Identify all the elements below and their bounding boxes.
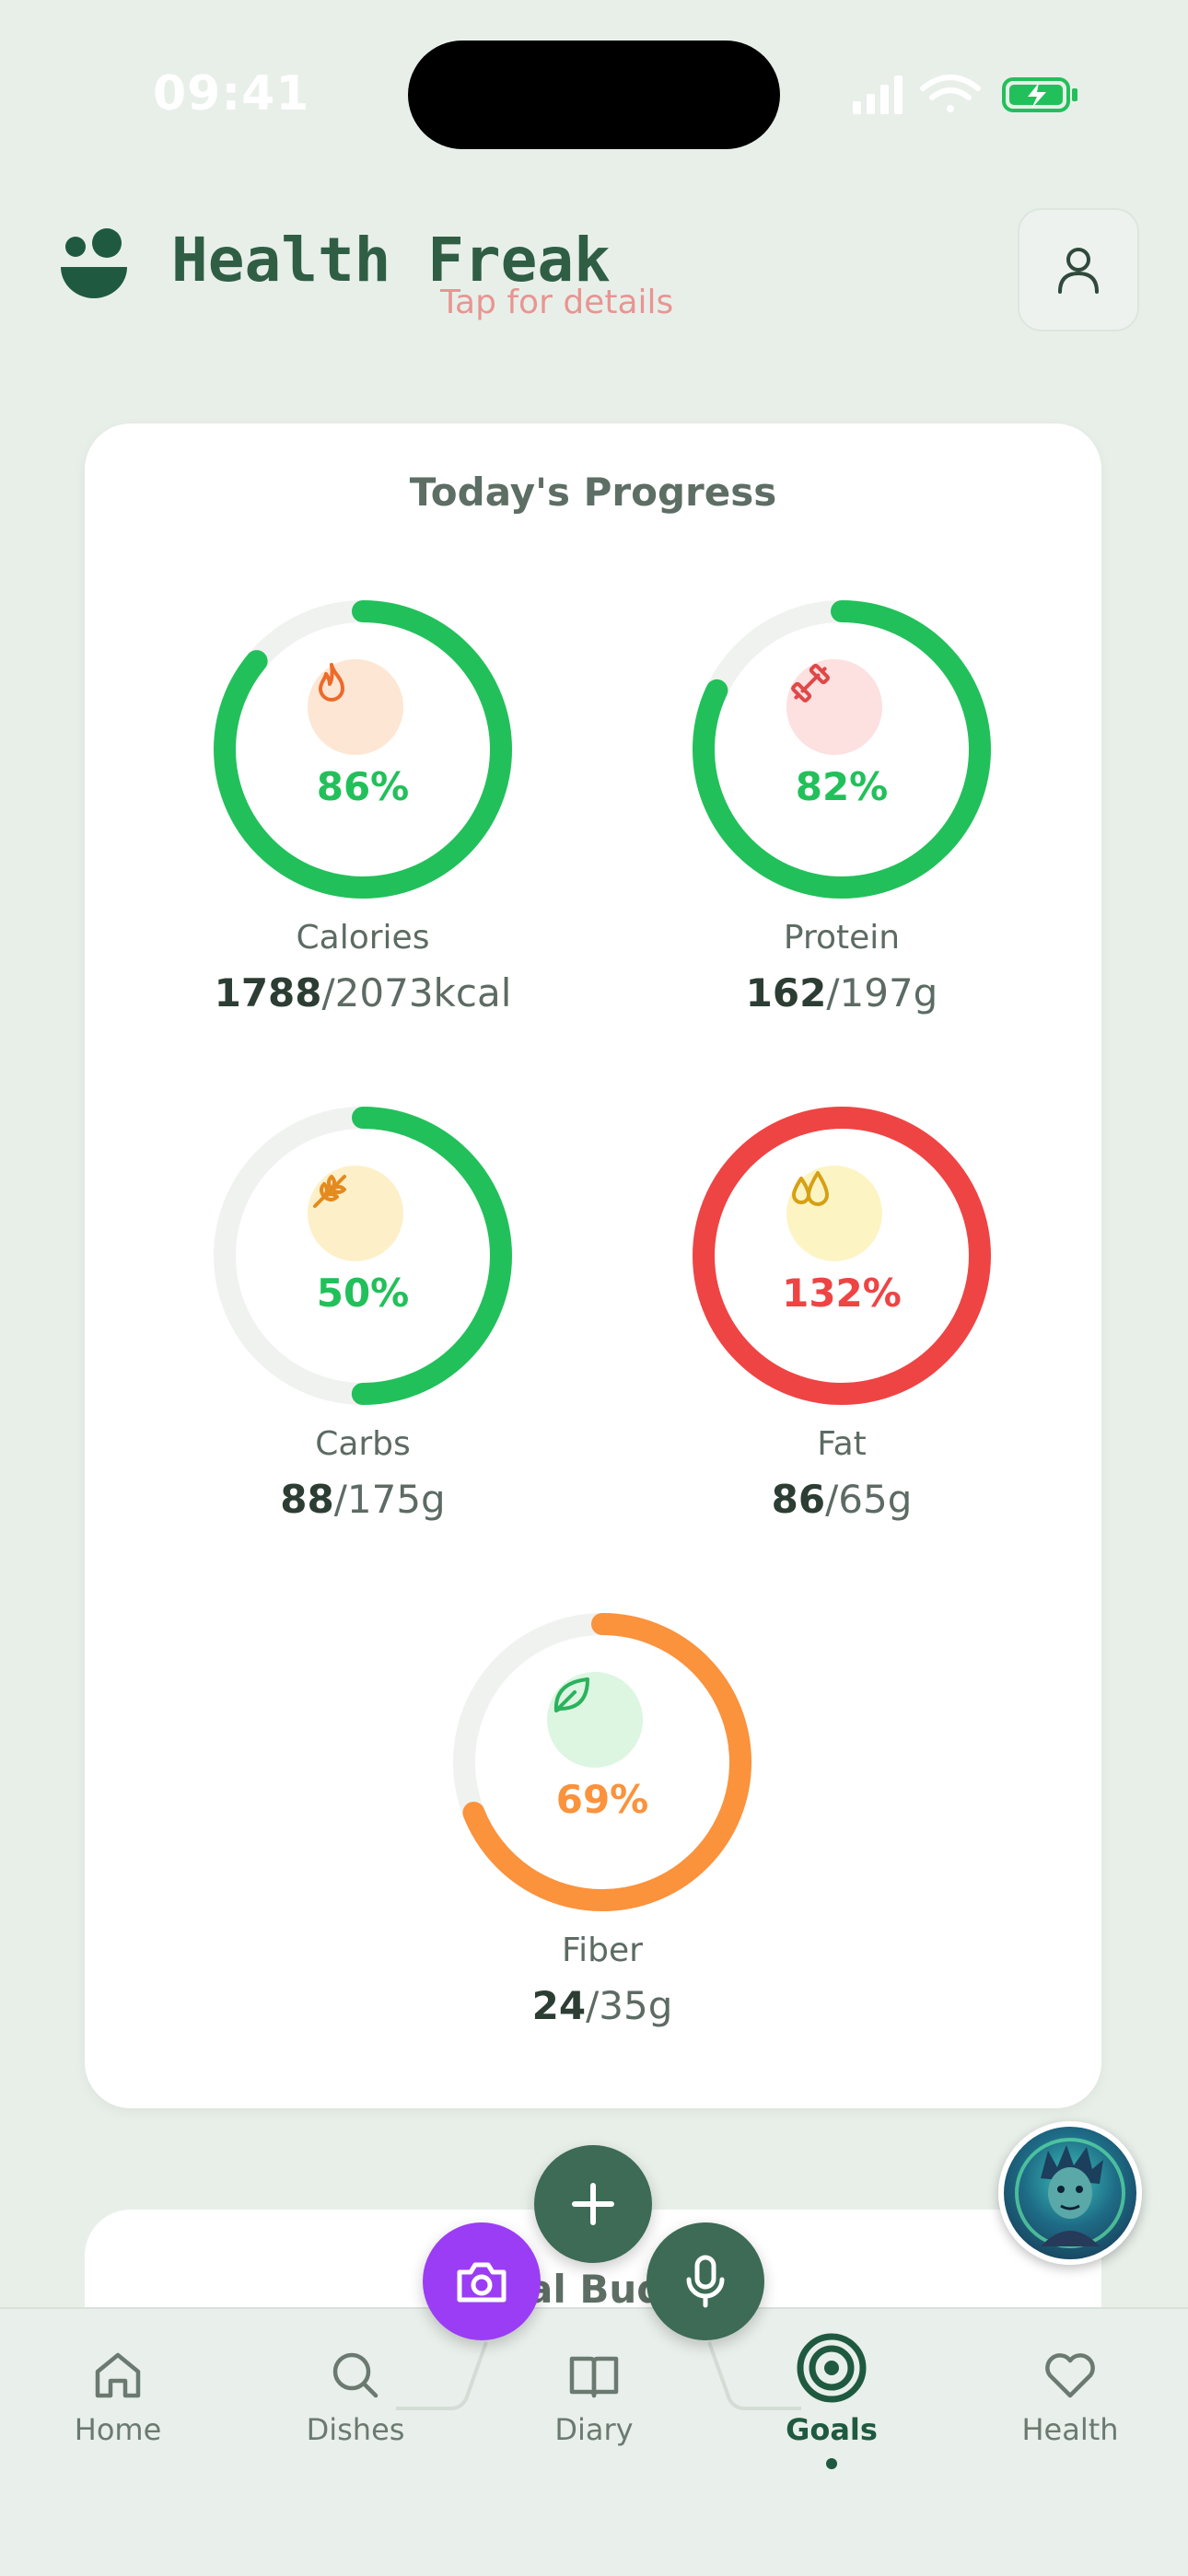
heart-icon [1045, 2353, 1095, 2398]
avatar-image [1015, 2138, 1125, 2248]
tab-goals-label: Goals [786, 2412, 878, 2447]
carbs-label: Carbs [315, 1425, 411, 1463]
book-icon [569, 2356, 619, 2398]
assistant-avatar[interactable] [998, 2121, 1142, 2265]
status-icons [853, 75, 1077, 114]
bottom-tab-bar: Home Dishes Diary Goals Health [0, 2307, 1188, 2576]
user-icon [1058, 248, 1099, 294]
wheat-icon [313, 1175, 346, 1208]
fat-value: 86/65g [611, 1477, 1072, 1522]
microphone-icon [686, 2255, 725, 2308]
tab-dishes-label: Dishes [306, 2412, 405, 2447]
protein-current: 162 [745, 970, 827, 1015]
target-icon [797, 2333, 867, 2403]
calories-current: 1788 [214, 970, 322, 1015]
protein-goal: /197g [826, 970, 938, 1015]
add-button[interactable] [534, 2145, 652, 2263]
protein-label: Protein [783, 919, 901, 957]
calories-value: 1788/2073kcal [133, 970, 593, 1015]
tab-home-label: Home [74, 2412, 162, 2447]
fiber-value: 24/35g [372, 1983, 833, 2028]
tab-goals[interactable]: Goals [740, 2331, 924, 2469]
fiber-label: Fiber [562, 1932, 643, 1969]
ghost-hint-text: Tap for details [440, 284, 674, 321]
tab-diary-label: Diary [554, 2412, 634, 2447]
calories-label: Calories [296, 919, 430, 957]
carbs-value: 88/175g [133, 1477, 593, 1522]
fat-goal: /65g [825, 1477, 913, 1522]
protein-progress-ring [693, 600, 991, 899]
fiber-current: 24 [531, 1983, 587, 2028]
leaf-icon [553, 1677, 589, 1712]
fat-icon-bg [786, 1166, 882, 1261]
voice-button[interactable] [646, 2222, 764, 2340]
protein-ring[interactable]: 82% [685, 593, 998, 906]
calories-icon-bg [308, 659, 403, 755]
protein-value: 162/197g [611, 970, 1072, 1015]
carbs-goal: /175g [333, 1477, 446, 1522]
fiber-ring[interactable]: 69% [446, 1606, 759, 1919]
tab-dishes[interactable]: Dishes [263, 2346, 448, 2447]
fat-percent: 132% [782, 1271, 902, 1316]
fiber-goal: /35g [586, 1983, 673, 2028]
tab-diary[interactable]: Diary [502, 2346, 686, 2447]
profile-button[interactable] [1018, 208, 1139, 331]
protein-icon-bg [786, 659, 882, 755]
status-time: 09:41 [153, 66, 310, 122]
camera-icon [457, 2262, 507, 2303]
home-icon [95, 2352, 141, 2398]
calories-ring[interactable]: 86% [206, 593, 519, 906]
carbs-percent: 50% [316, 1271, 410, 1316]
active-tab-indicator [826, 2458, 837, 2469]
plus-icon [572, 2183, 614, 2225]
app-logo-icon [61, 228, 127, 298]
tab-health[interactable]: Health [978, 2346, 1162, 2447]
droplets-icon [792, 1171, 829, 1206]
app-title: Health Freak [171, 225, 611, 296]
tab-health-label: Health [1021, 2412, 1119, 2447]
carbs-ring[interactable]: 50% [206, 1099, 519, 1412]
fab-connector-lines [396, 2341, 801, 2410]
calories-progress-ring [214, 600, 512, 899]
card-title: Today's Progress [409, 470, 777, 515]
dynamic-island [408, 41, 780, 149]
status-bar: 09:41 [0, 0, 1188, 184]
dumbbell-icon [791, 664, 830, 702]
flame-icon [319, 663, 344, 702]
fiber-icon-bg [547, 1672, 643, 1768]
calories-goal: /2073kcal [321, 970, 512, 1015]
fiber-progress-ring [453, 1613, 751, 1911]
todays-progress-card: Today's Progress 86% Calories 1788/2073k… [85, 424, 1101, 2108]
search-icon [332, 2352, 379, 2398]
wifi-icon [920, 75, 981, 112]
protein-percent: 82% [795, 764, 889, 809]
fat-progress-ring [693, 1107, 991, 1405]
camera-button[interactable] [423, 2222, 541, 2340]
carbs-current: 88 [280, 1477, 334, 1522]
battery-icon [1002, 77, 1077, 112]
fiber-percent: 69% [555, 1777, 649, 1822]
signal-icon [853, 75, 903, 114]
fat-ring[interactable]: 132% [685, 1099, 998, 1412]
carbs-progress-ring [214, 1107, 512, 1405]
calories-percent: 86% [316, 764, 410, 809]
tab-home[interactable]: Home [26, 2346, 210, 2447]
app-header: Health Freak Tap for details [0, 184, 1188, 341]
fat-current: 86 [771, 1477, 826, 1522]
fat-label: Fat [817, 1425, 867, 1463]
carbs-icon-bg [308, 1166, 403, 1261]
